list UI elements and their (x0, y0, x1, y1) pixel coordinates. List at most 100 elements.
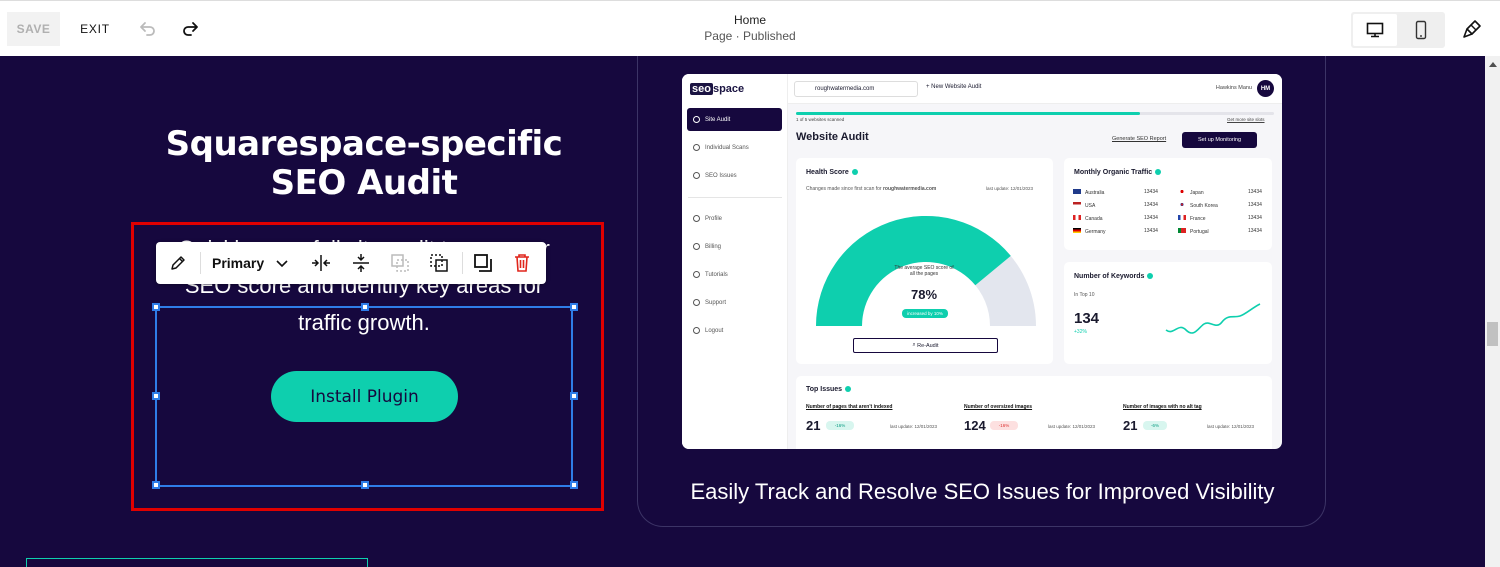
keywords-delta: +32% (1074, 329, 1087, 335)
undo-icon[interactable] (134, 15, 162, 43)
edit-pencil-icon[interactable] (164, 248, 192, 278)
scroll-up-arrow-icon[interactable] (1489, 62, 1497, 67)
reaudit-button: ⌕ Re-Audit (853, 338, 998, 353)
toolbar-divider (462, 252, 463, 274)
resize-handle[interactable] (361, 481, 369, 489)
seospace-logo: seo space (690, 83, 744, 95)
button-style-dropdown[interactable]: Primary (206, 248, 296, 278)
send-backward-icon[interactable] (424, 248, 454, 278)
page-title[interactable]: Home (733, 13, 766, 27)
resize-handle[interactable] (152, 303, 160, 311)
exit-button[interactable]: EXIT (70, 12, 120, 46)
page-scrollbar[interactable] (1485, 56, 1500, 567)
more-slots-link: Get more site slots (1227, 117, 1265, 122)
selected-block-outline[interactable] (152, 303, 578, 489)
site-styles-brush-icon[interactable] (1458, 15, 1486, 43)
issue-date: last update: 12/01/2023 (890, 424, 938, 429)
logout-icon (693, 327, 700, 334)
top-issues-card: Top Issues Number of pages that aren't i… (796, 376, 1272, 449)
scan-progress-bar (796, 112, 1274, 115)
desktop-view-icon[interactable] (1353, 14, 1397, 46)
health-title: Health Score (806, 169, 858, 176)
traffic-row: Portugal (1178, 228, 1209, 235)
redo-icon[interactable] (176, 15, 204, 43)
resize-handle[interactable] (361, 303, 369, 311)
chat-icon (693, 299, 700, 306)
toolbar-divider (200, 252, 201, 274)
traffic-title: Monthly Organic Traffic (1074, 169, 1162, 176)
traffic-value: 13434 (1144, 202, 1158, 208)
nav-label: Billing (705, 243, 722, 250)
resize-handle[interactable] (152, 481, 160, 489)
feature-caption: Easily Track and Resolve SEO Issues for … (690, 479, 1275, 504)
nav-label: Individual Scans (705, 144, 749, 151)
delete-trash-icon[interactable] (507, 248, 537, 278)
nav-logout: Logout (687, 319, 782, 342)
duplicate-icon[interactable] (468, 248, 498, 278)
section-heading[interactable]: Squarespace-specific SEO Audit (130, 125, 598, 203)
install-plugin-button[interactable]: Install Plugin (271, 371, 458, 422)
keywords-value: 134 (1074, 310, 1100, 327)
play-icon (693, 271, 700, 278)
health-score-value: 78% (910, 287, 938, 302)
search-icon (693, 144, 700, 151)
resize-handle[interactable] (570, 392, 578, 400)
scan-count: 1 of 5 websites scanned (796, 117, 845, 122)
dashboard-title: Website Audit (796, 131, 869, 143)
issue-value: 21 (806, 418, 821, 433)
traffic-row: Germany (1073, 228, 1106, 235)
new-audit-link: + New Website Audit (926, 84, 982, 90)
logo-text: space (712, 83, 745, 95)
scroll-thumb[interactable] (1487, 322, 1498, 346)
health-score-card: Health Score Changes made since first sc… (796, 158, 1053, 364)
health-last-update: last update: 12/01/2023 (986, 186, 1034, 191)
avatar: HM (1257, 80, 1274, 97)
nav-individual-scans: Individual Scans (687, 136, 782, 159)
chart-icon (693, 172, 700, 179)
traffic-row: Canada (1073, 215, 1103, 222)
issue-label: Number of images with no alt tag (1123, 404, 1202, 410)
page-status: Page · Published (704, 29, 796, 43)
billing-icon (693, 243, 700, 250)
health-changes: Changes made since first scan for roughw… (806, 186, 937, 192)
dashboard-sidebar: seo space Site Audit Individual Scans SEO… (682, 74, 788, 449)
issues-title: Top Issues (806, 386, 852, 393)
highlight-box (131, 222, 604, 511)
traffic-row: Australia (1073, 189, 1104, 196)
resize-handle[interactable] (570, 481, 578, 489)
fit-width-icon[interactable] (306, 248, 336, 278)
issue-label: Number of oversized images (964, 404, 1033, 410)
resize-handle[interactable] (570, 303, 578, 311)
logo-box-text: seo (690, 83, 713, 95)
keywords-title: Number of Keywords (1074, 273, 1154, 280)
nav-support: Support (687, 291, 782, 314)
save-button[interactable]: SAVE (7, 12, 60, 46)
device-toggle (1351, 12, 1445, 48)
resize-handle[interactable] (152, 392, 160, 400)
heading-line: SEO Audit (270, 163, 458, 203)
feature-card (637, 56, 1326, 527)
issue-label: Number of pages that aren't indexed (806, 404, 893, 410)
mobile-view-icon[interactable] (1399, 14, 1443, 46)
fit-height-icon[interactable] (346, 248, 376, 278)
new-audit-text: New Website Audit (931, 84, 982, 90)
issue-badge: -16% (990, 421, 1018, 430)
gauge-fill (816, 215, 1011, 326)
generate-report-link: Generate SEO Report (1112, 136, 1167, 142)
nav-site-audit: Site Audit (687, 108, 782, 131)
heading-line: Squarespace-specific (165, 124, 563, 164)
keywords-sub: In Top 10 (1074, 292, 1095, 298)
traffic-value: 13434 (1248, 215, 1262, 221)
search-icon: ⌕ (912, 342, 918, 348)
nav-label: Site Audit (705, 116, 731, 123)
traffic-value: 13434 (1248, 189, 1262, 195)
sidebar-divider (688, 197, 782, 198)
issue-value: 124 (964, 418, 986, 433)
gauge-caption: The average SEO score of all the pages (894, 265, 954, 277)
issue-badge: -6% (1143, 421, 1167, 430)
traffic-row: Japan (1178, 189, 1204, 196)
traffic-value: 13434 (1144, 189, 1158, 195)
progress-fill (796, 112, 1141, 115)
issue-date: last update: 12/01/2023 (1207, 424, 1255, 429)
traffic-value: 13434 (1144, 215, 1158, 221)
